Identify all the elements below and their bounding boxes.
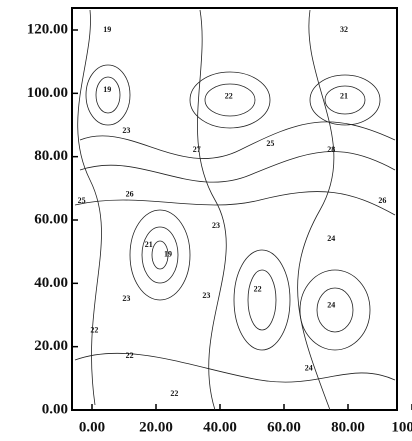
contour-label: 23 (122, 126, 130, 135)
contour-label: 27 (193, 145, 201, 154)
contour-label: 24 (327, 234, 335, 243)
contour-lines (74, 9, 396, 411)
y-tick-label: 80.00 (34, 148, 68, 164)
contour-label: 19 (103, 85, 111, 94)
y-tick-label: 0.00 (42, 401, 68, 417)
contour-label: 25 (78, 196, 86, 205)
contour-label: 23 (202, 291, 210, 300)
contour-label: 22 (90, 326, 98, 335)
contour-label: 23 (122, 294, 130, 303)
contour-label: 19 (164, 250, 172, 259)
x-tick-label: 0.00 (79, 419, 105, 435)
y-tick-label: 60.00 (34, 211, 68, 227)
x-tick-label: 20.00 (139, 419, 173, 435)
contour-label: 24 (327, 300, 335, 309)
y-tick-label: 40.00 (34, 275, 68, 291)
contour-label: 25 (266, 139, 274, 148)
contour-label: 22 (170, 389, 178, 398)
contour-label: 28 (327, 145, 335, 154)
y-tick-label: 20.00 (34, 338, 68, 354)
contour-label: 24 (305, 364, 313, 373)
y-tick-label: 120.00 (27, 21, 68, 37)
x-tick-label: 60.00 (267, 419, 301, 435)
x-tick-label: 80.00 (331, 419, 365, 435)
contour-label: 26 (378, 196, 386, 205)
plot-frame (71, 7, 398, 411)
contour-label: 22 (225, 91, 233, 100)
contour-label: 23 (212, 221, 220, 230)
y-tick-label: 100.00 (27, 85, 68, 101)
x-tick-label: 40.00 (203, 419, 237, 435)
contour-label: 32 (340, 25, 348, 34)
contour-label: 21 (340, 91, 348, 100)
contour-label: 21 (145, 240, 153, 249)
contour-label: 26 (126, 189, 134, 198)
contour-label: 19 (103, 25, 111, 34)
contour-label: 22 (126, 351, 134, 360)
x-tick-label: 100.00 (391, 419, 412, 435)
contour-label: 22 (254, 284, 262, 293)
